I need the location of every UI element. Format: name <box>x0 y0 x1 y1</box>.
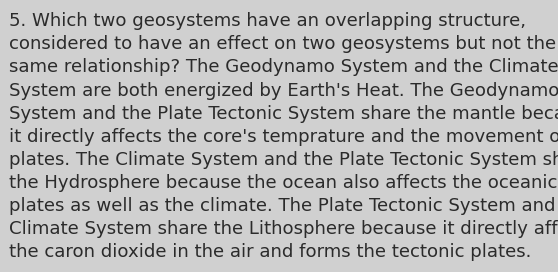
Text: System are both energized by Earth's Heat. The Geodynamo: System are both energized by Earth's Hea… <box>9 82 558 100</box>
Text: the Hydrosphere because the ocean also affects the oceanic: the Hydrosphere because the ocean also a… <box>9 174 557 192</box>
Text: same relationship? The Geodynamo System and the Climate: same relationship? The Geodynamo System … <box>9 58 558 76</box>
Text: plates as well as the climate. The Plate Tectonic System and the: plates as well as the climate. The Plate… <box>9 197 558 215</box>
Text: System and the Plate Tectonic System share the mantle because: System and the Plate Tectonic System sha… <box>9 105 558 123</box>
Text: considered to have an effect on two geosystems but not the: considered to have an effect on two geos… <box>9 35 556 53</box>
Text: Climate System share the Lithosphere because it directly affects: Climate System share the Lithosphere bec… <box>9 220 558 238</box>
Text: it directly affects the core's temprature and the movement of the: it directly affects the core's tempratur… <box>9 128 558 146</box>
Text: plates. The Climate System and the Plate Tectonic System share: plates. The Climate System and the Plate… <box>9 151 558 169</box>
Text: 5. Which two geosystems have an overlapping structure,: 5. Which two geosystems have an overlapp… <box>9 12 526 30</box>
Text: the caron dioxide in the air and forms the tectonic plates.: the caron dioxide in the air and forms t… <box>9 243 531 261</box>
